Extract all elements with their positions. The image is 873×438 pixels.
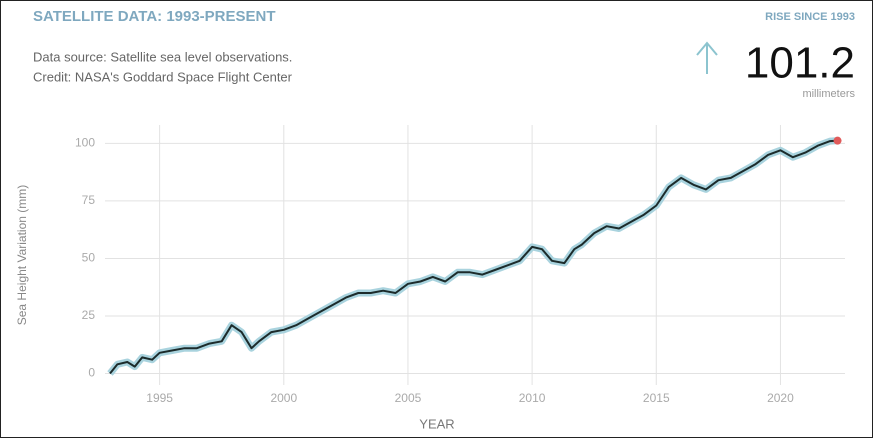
y-tick-label: 75 <box>82 193 96 207</box>
y-axis-title: Sea Height Variation (mm) <box>15 185 29 326</box>
subtitle: Data source: Satellite sea level observa… <box>33 49 292 64</box>
chart-title: SATELLITE DATA: 1993-PRESENT <box>33 8 276 25</box>
y-tick-label: 0 <box>88 366 95 380</box>
subtitle: Credit: NASA's Goddard Space Flight Cent… <box>33 69 293 84</box>
x-tick-label: 2020 <box>767 391 794 405</box>
x-tick-label: 1995 <box>146 391 173 405</box>
data-line <box>109 139 838 375</box>
x-tick-label: 2010 <box>519 391 546 405</box>
x-axis-title: YEAR <box>419 416 454 431</box>
headline-unit: millimeters <box>802 88 855 100</box>
end-point <box>833 136 842 145</box>
x-tick-label: 2015 <box>643 391 670 405</box>
up-arrow <box>696 41 718 74</box>
y-tick-label: 25 <box>82 308 96 322</box>
x-tick-label: 2000 <box>270 391 297 405</box>
headline-label: RISE SINCE 1993 <box>765 11 855 23</box>
y-tick-label: 100 <box>75 136 95 150</box>
x-tick-label: 2005 <box>395 391 422 405</box>
y-tick-label: 50 <box>82 251 96 265</box>
headline-value: 101.2 <box>745 39 855 88</box>
